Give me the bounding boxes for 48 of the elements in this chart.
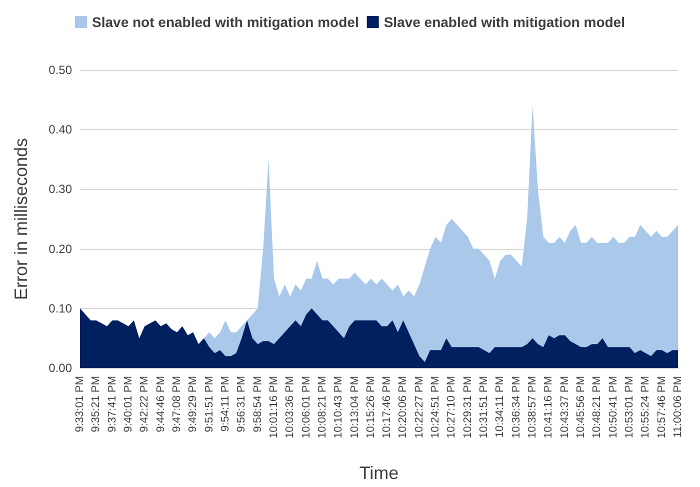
legend-label: Slave enabled with mitigation model (384, 14, 625, 30)
x-tick-label: 9:56:31 PM (236, 376, 248, 432)
x-tick-label: 10:48:21 PM (591, 376, 604, 438)
x-tick-label: 9:58:54 PM (252, 376, 264, 432)
x-axis-title: Time (359, 463, 399, 483)
x-tick-label: 9:49:29 PM (187, 376, 200, 432)
x-tick-label: 10:43:37 PM (558, 376, 571, 438)
x-tick-label: 10:13:04 PM (348, 376, 361, 438)
y-tick-label: 0.00 (48, 361, 72, 375)
x-tick-label: 10:06:01 PM (300, 376, 312, 438)
x-tick-label: 10:29:31 PM (462, 376, 474, 438)
x-tick-label: 10:38:57 PM (526, 376, 539, 438)
x-tick-label: 9:51:51 PM (203, 376, 216, 432)
x-tick-label: 9:44:46 PM (154, 376, 167, 432)
x-tick-label: 10:15:26 PM (364, 376, 377, 438)
x-tick-label: 10:01:16 PM (268, 376, 280, 438)
x-tick-label: 10:17:46 PM (381, 376, 394, 438)
x-tick-label: 9:47:08 PM (170, 376, 183, 432)
x-tick-label: 9:33:01 PM (74, 376, 86, 432)
x-tick-label: 10:27:10 PM (446, 376, 458, 438)
x-tick-label: 9:40:01 PM (122, 376, 134, 432)
legend-label: Slave not enabled with mitigation model (92, 14, 359, 30)
x-tick-label: 9:42:22 PM (138, 376, 151, 432)
x-tick-label: 10:31:51 PM (478, 376, 490, 438)
y-tick-label: 0.30 (48, 182, 72, 196)
x-tick-label: 10:45:56 PM (575, 376, 588, 438)
y-tick-label: 0.40 (48, 122, 72, 137)
y-tick-label: 0.50 (48, 63, 72, 77)
x-tick-label: 10:55:24 PM (640, 376, 652, 438)
x-tick-label: 10:08:21 PM (316, 376, 328, 438)
x-tick-label: 9:37:41 PM (106, 376, 118, 432)
x-tick-label: 11:00:06 PM (672, 376, 684, 438)
x-tick-label: 10:36:34 PM (510, 376, 522, 438)
x-tick-label: 10:34:11 PM (494, 376, 506, 438)
y-tick-label: 0.10 (48, 301, 72, 316)
x-tick-label: 9:35:21 PM (90, 376, 102, 432)
x-tick-label: 10:50:41 PM (607, 376, 620, 438)
x-tick-label: 9:54:11 PM (219, 376, 232, 432)
y-tick-label: 0.20 (48, 242, 72, 256)
x-tick-label: 10:03:36 PM (284, 376, 296, 438)
y-axis-title: Error in milliseconds (11, 138, 31, 300)
x-tick-label: 10:24:51 PM (430, 376, 442, 438)
x-tick-label: 10:41:16 PM (542, 376, 555, 438)
x-tick-label: 10:10:43 PM (332, 376, 345, 438)
x-tick-label: 10:53:01 PM (624, 376, 636, 438)
x-tick-label: 10:22:27 PM (413, 376, 426, 438)
x-tick-label: 10:57:46 PM (656, 376, 668, 438)
x-tick-label: 10:20:06 PM (397, 376, 410, 438)
